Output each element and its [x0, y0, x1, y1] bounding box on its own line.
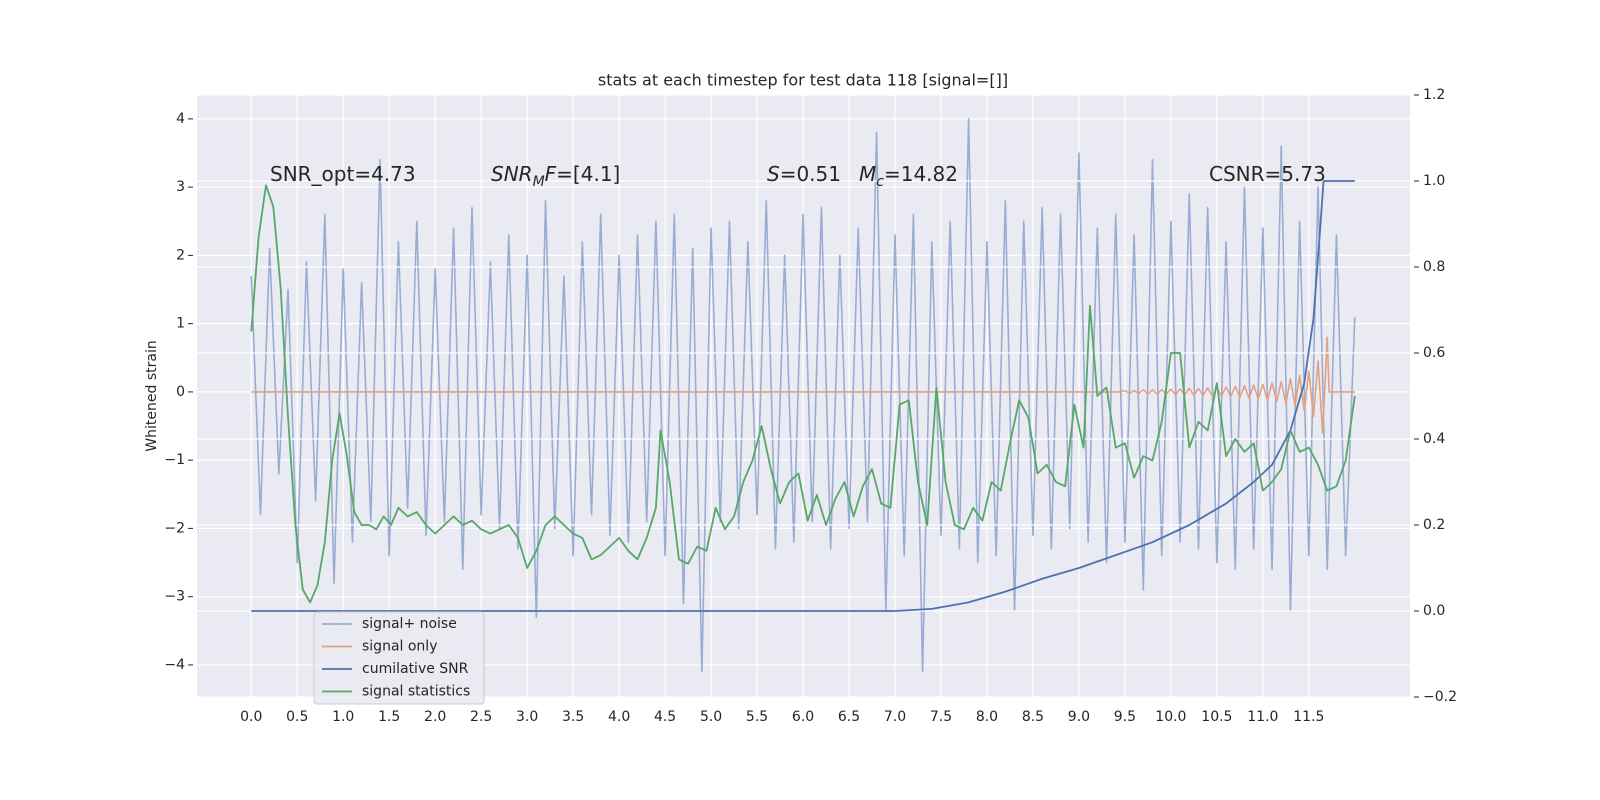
y-tick-label: −3: [164, 589, 185, 605]
y2-tick-label: −0.2: [1423, 689, 1457, 705]
y-tick-label: 2: [176, 247, 185, 263]
annotation-part: S: [767, 162, 780, 186]
annotation: Mc=14.82: [859, 162, 958, 190]
annotation-part: CSNR=5.73: [1209, 162, 1326, 186]
annotation: SNRMF=[4.1]: [491, 162, 620, 190]
annotation-part: M: [859, 162, 876, 186]
x-tick-label: 10.0: [1155, 709, 1186, 725]
y2-tick-label: 0.2: [1423, 517, 1445, 533]
legend: signal+ noise signal only cumilative SNR si…: [313, 611, 485, 705]
legend-label: signal statistics: [362, 684, 470, 700]
y2-tick-label: 0.6: [1423, 345, 1445, 361]
x-tick-label: 1.0: [332, 709, 354, 725]
y-tick-label: 3: [176, 179, 185, 195]
annotation-part: c: [876, 174, 884, 190]
legend-label: signal only: [362, 639, 437, 655]
series-line: [250, 184, 1356, 604]
x-tick-label: 0.0: [240, 709, 262, 725]
y-tick-label: 0: [176, 384, 185, 400]
x-tick-label: 2.0: [424, 709, 446, 725]
y2-tick-label: 0.8: [1423, 259, 1445, 275]
annotation: SNR_opt=4.73: [270, 162, 416, 186]
annotation: S=0.51: [767, 162, 841, 186]
x-tick-label: 3.0: [516, 709, 538, 725]
x-tick-label: 7.0: [884, 709, 906, 725]
series-line: [250, 118, 1356, 673]
x-tick-label: 7.5: [930, 709, 952, 725]
x-tick-label: 8.5: [1022, 709, 1044, 725]
x-tick-label: 4.5: [654, 709, 676, 725]
x-tick-label: 4.0: [608, 709, 630, 725]
y2-tick-label: 1.0: [1423, 173, 1445, 189]
legend-label: signal+ noise: [362, 616, 457, 632]
x-tick-label: 6.5: [838, 709, 860, 725]
series-line: [251, 180, 1355, 612]
x-tick-label: 10.5: [1201, 709, 1232, 725]
x-tick-label: 5.0: [700, 709, 722, 725]
x-tick-label: 0.5: [286, 709, 308, 725]
y-axis-label: Whitened strain: [144, 340, 160, 451]
annotation-part: =0.51: [780, 162, 841, 186]
y2-tick-label: 0.4: [1423, 431, 1445, 447]
plot-layer: [197, 95, 1410, 697]
annotation-part: F: [545, 162, 557, 186]
x-tick-label: 8.0: [976, 709, 998, 725]
y-tick-label: 4: [176, 111, 185, 127]
chart-title: stats at each timestep for test data 118…: [598, 71, 1008, 90]
x-tick-label: 1.5: [378, 709, 400, 725]
legend-box: [313, 611, 485, 705]
annotation: CSNR=5.73: [1209, 162, 1326, 186]
x-tick-label: 3.5: [562, 709, 584, 725]
annotation-part: SNR_opt=4.73: [270, 162, 416, 186]
y-tick-label: −4: [164, 657, 185, 673]
annotation-part: M: [533, 174, 545, 190]
series-line: [251, 336, 1355, 434]
x-tick-label: 9.0: [1068, 709, 1090, 725]
x-tick-label: 2.5: [470, 709, 492, 725]
x-tick-label: 5.5: [746, 709, 768, 725]
x-tick-label: 11.0: [1247, 709, 1278, 725]
y2-tick-label: 0.0: [1423, 603, 1445, 619]
y-tick-label: −1: [164, 452, 185, 468]
y2-tick-label: 1.2: [1423, 87, 1445, 103]
x-tick-label: 6.0: [792, 709, 814, 725]
y-tick-label: −2: [164, 520, 185, 536]
annotation-part: SNR: [491, 162, 533, 186]
annotation-part: =[4.1]: [556, 162, 620, 186]
annotation-part: =14.82: [884, 162, 958, 186]
x-tick-label: 11.5: [1293, 709, 1324, 725]
x-tick-label: 9.5: [1114, 709, 1136, 725]
legend-label: cumilative SNR: [362, 661, 469, 677]
y-tick-label: 1: [176, 316, 185, 332]
